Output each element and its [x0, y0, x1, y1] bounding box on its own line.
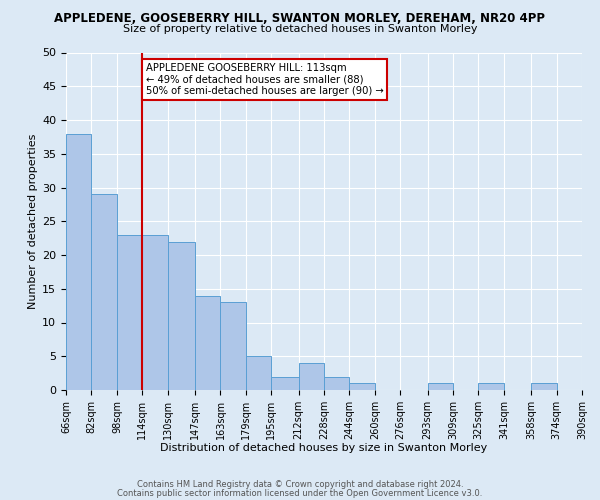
- Bar: [349, 383, 375, 390]
- Bar: [168, 242, 195, 390]
- Bar: [142, 235, 168, 390]
- Bar: [531, 383, 557, 390]
- Bar: [195, 296, 220, 390]
- Bar: [324, 376, 349, 390]
- Y-axis label: Number of detached properties: Number of detached properties: [28, 134, 38, 309]
- Bar: [271, 376, 299, 390]
- Text: Contains HM Land Registry data © Crown copyright and database right 2024.: Contains HM Land Registry data © Crown c…: [137, 480, 463, 489]
- Bar: [428, 383, 453, 390]
- Text: Contains public sector information licensed under the Open Government Licence v3: Contains public sector information licen…: [118, 488, 482, 498]
- Bar: [66, 134, 91, 390]
- Bar: [246, 356, 271, 390]
- Text: Size of property relative to detached houses in Swanton Morley: Size of property relative to detached ho…: [123, 24, 477, 34]
- Bar: [220, 302, 246, 390]
- Bar: [117, 235, 142, 390]
- X-axis label: Distribution of detached houses by size in Swanton Morley: Distribution of detached houses by size …: [160, 444, 488, 454]
- Bar: [91, 194, 117, 390]
- Bar: [478, 383, 504, 390]
- Text: APPLEDENE, GOOSEBERRY HILL, SWANTON MORLEY, DEREHAM, NR20 4PP: APPLEDENE, GOOSEBERRY HILL, SWANTON MORL…: [55, 12, 545, 26]
- Text: APPLEDENE GOOSEBERRY HILL: 113sqm
← 49% of detached houses are smaller (88)
50% : APPLEDENE GOOSEBERRY HILL: 113sqm ← 49% …: [146, 62, 383, 96]
- Bar: [299, 363, 324, 390]
